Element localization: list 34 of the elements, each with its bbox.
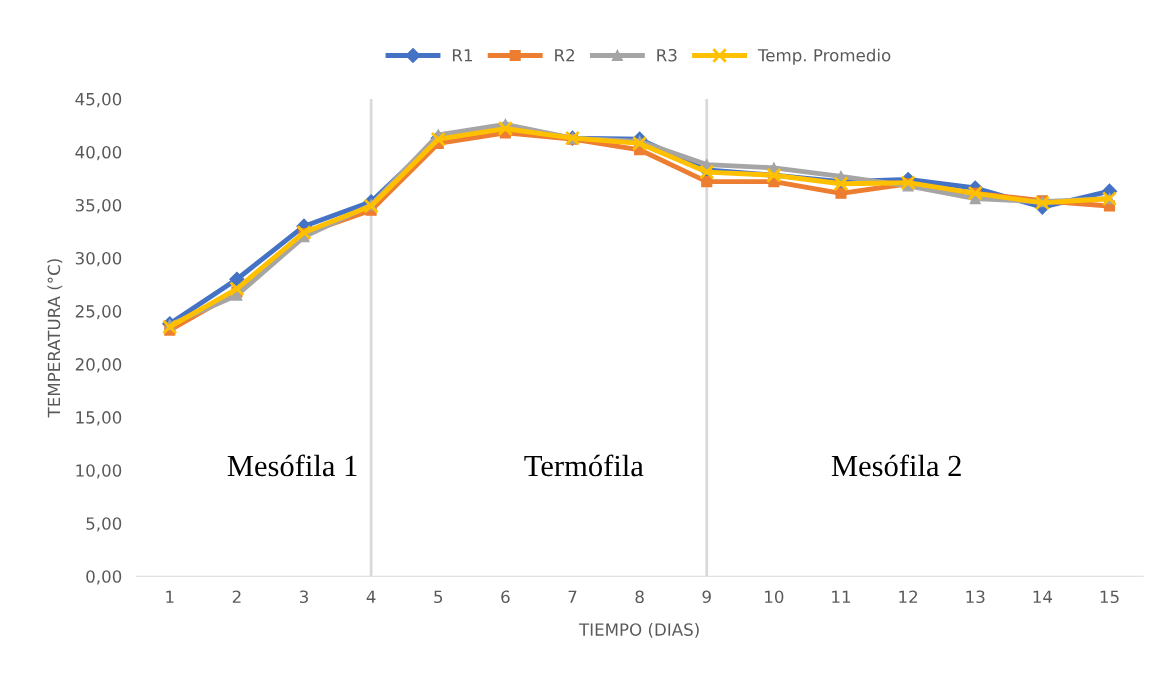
legend-label: R2 xyxy=(555,48,575,62)
x-axis-title: TIEMPO (DIAS) xyxy=(578,622,699,638)
legend-label: R1 xyxy=(452,49,472,62)
y-tick-label: 30,00 xyxy=(75,251,122,267)
x-tick-label: 5 xyxy=(434,590,443,604)
y-tick-label: 0,00 xyxy=(86,570,122,585)
legend-label: Temp. Promedio xyxy=(757,48,891,65)
x-tick-label: 9 xyxy=(702,590,711,604)
x-tick-label: 12 xyxy=(899,590,918,603)
y-axis-title: TEMPERATURA (°C) xyxy=(47,259,63,418)
x-tick-label: 15 xyxy=(1100,590,1119,604)
x-tick-label: 11 xyxy=(832,590,851,603)
y-tick-label: 40,00 xyxy=(75,145,122,161)
annotation: Termófila xyxy=(524,454,644,477)
y-tick-label: 25,00 xyxy=(75,305,122,320)
x-tick-label: 13 xyxy=(966,590,985,604)
x-tick-label: 6 xyxy=(501,590,510,604)
x-tick-label: 10 xyxy=(765,590,784,604)
annotation: Mesófila 2 xyxy=(831,454,961,477)
y-tick-label: 35,00 xyxy=(75,198,122,214)
annotation: Mesófila 1 xyxy=(227,454,357,477)
x-tick-label: 1 xyxy=(166,590,174,603)
x-tick-label: 14 xyxy=(1033,590,1053,603)
y-tick-label: 20,00 xyxy=(75,358,122,373)
x-tick-label: 2 xyxy=(232,590,241,603)
x-tick-label: 7 xyxy=(568,590,577,603)
y-tick-label: 5,00 xyxy=(86,517,122,532)
x-tick-label: 8 xyxy=(635,590,644,604)
legend-label: R3 xyxy=(657,48,677,62)
y-tick-label: 15,00 xyxy=(76,411,122,426)
y-tick-label: 45,00 xyxy=(75,92,122,108)
x-tick-label: 3 xyxy=(299,590,308,604)
x-tick-label: 4 xyxy=(366,590,376,603)
y-tick-label: 10,00 xyxy=(76,464,122,479)
